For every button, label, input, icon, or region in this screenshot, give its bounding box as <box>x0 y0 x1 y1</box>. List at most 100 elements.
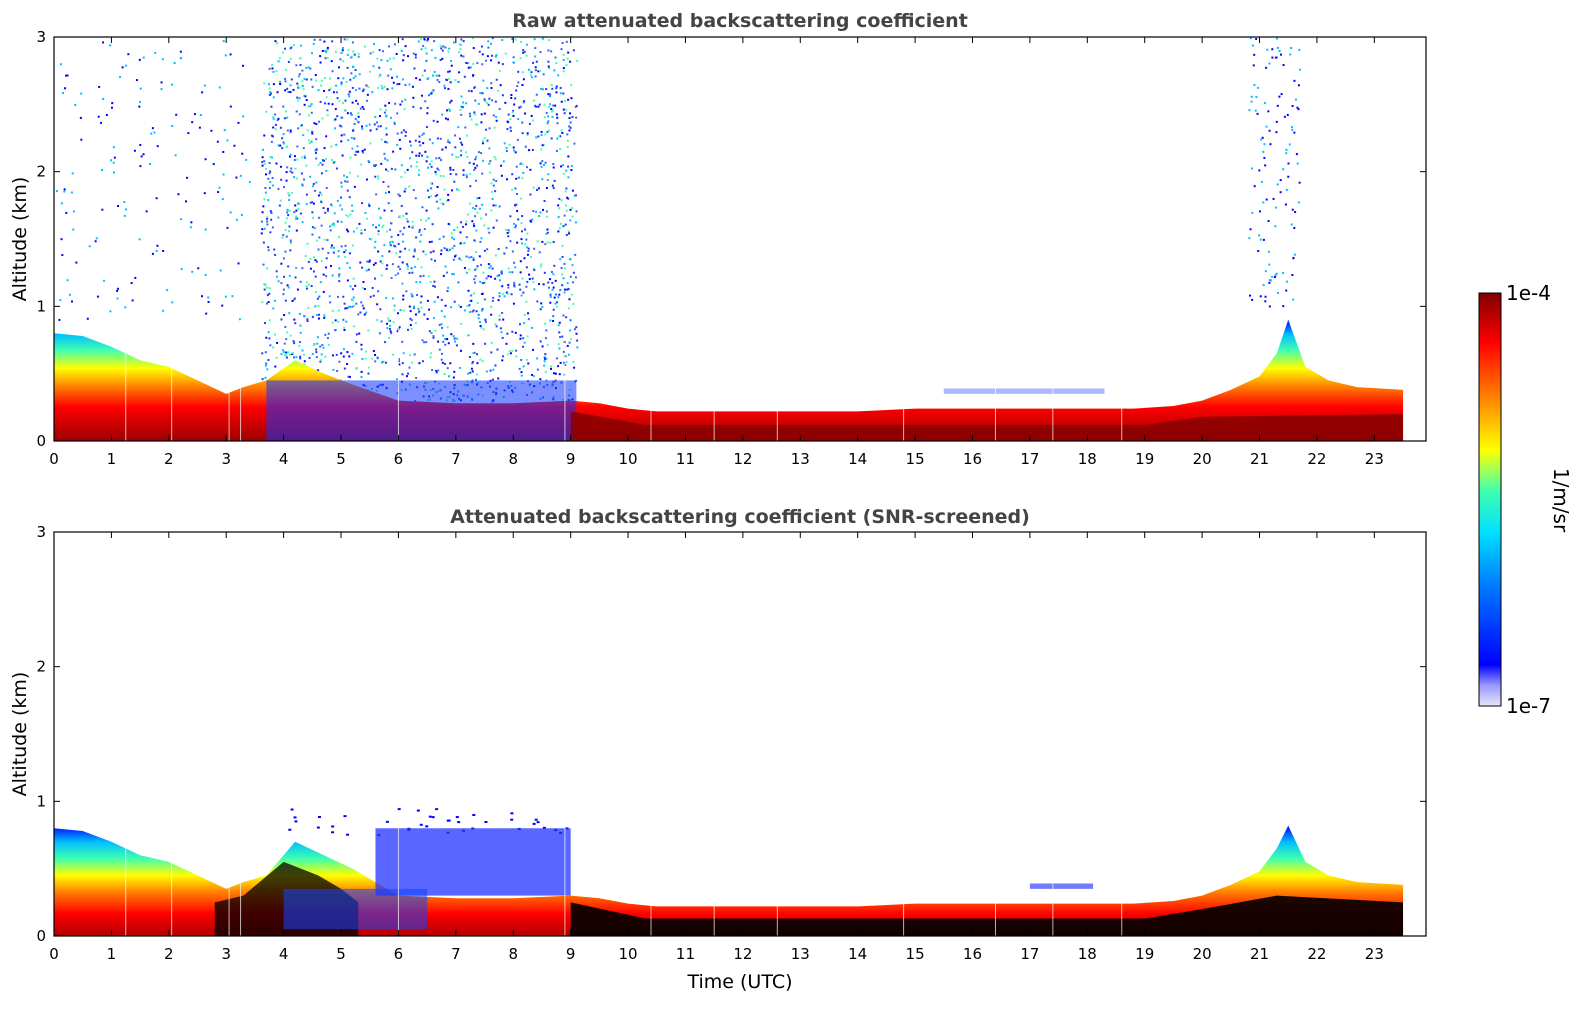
noise-pixel <box>513 261 516 264</box>
noise-pixel <box>389 324 392 327</box>
noise-pixel <box>1255 96 1258 99</box>
noise-pixel <box>525 166 528 169</box>
noise-pixel <box>322 159 325 162</box>
noise-pixel <box>425 126 428 129</box>
noise-pixel <box>473 351 476 354</box>
noise-pixel <box>490 182 493 185</box>
noise-pixel <box>305 281 308 284</box>
noise-pixel <box>332 251 335 254</box>
noise-pixel <box>558 197 561 200</box>
noise-pixel <box>459 242 462 245</box>
noise-pixel <box>303 156 306 159</box>
noise-pixel <box>1259 210 1262 213</box>
noise-pixel <box>285 235 288 238</box>
noise-pixel <box>351 147 354 150</box>
noise-pixel <box>512 146 515 149</box>
noise-pixel <box>440 323 443 326</box>
noise-pixel <box>329 301 332 304</box>
noise-pixel <box>121 66 124 69</box>
noise-pixel <box>401 261 404 264</box>
noise-pixel <box>267 246 270 249</box>
noise-pixel <box>522 337 525 340</box>
noise-pixel <box>492 114 495 117</box>
noise-pixel <box>310 103 313 106</box>
noise-pixel <box>388 327 391 330</box>
noise-pixel <box>561 131 564 134</box>
noise-pixel <box>282 257 285 260</box>
noise-pixel <box>429 352 432 355</box>
noise-pixel <box>519 260 522 263</box>
noise-pixel <box>289 84 292 87</box>
noise-pixel <box>498 295 501 298</box>
noise-pixel <box>412 96 415 99</box>
noise-pixel <box>558 135 561 138</box>
noise-pixel <box>379 108 382 111</box>
x-tick-label: 17 <box>1020 945 1039 963</box>
noise-pixel <box>289 129 292 132</box>
noise-pixel <box>125 208 128 211</box>
noise-pixel <box>394 168 397 171</box>
noise-pixel <box>475 204 478 207</box>
noise-pixel <box>320 84 323 87</box>
panel-title: Attenuated backscattering coefficient (S… <box>450 506 1030 528</box>
noise-pixel <box>329 87 332 90</box>
noise-pixel <box>542 73 545 76</box>
noise-pixel <box>549 278 552 281</box>
noise-pixel <box>525 54 528 57</box>
noise-pixel <box>329 77 332 80</box>
noise-pixel <box>532 186 535 189</box>
noise-pixel <box>475 229 478 232</box>
noise-pixel <box>101 208 104 211</box>
noise-pixel <box>357 313 360 316</box>
noise-pixel <box>385 361 388 364</box>
noise-pixel <box>335 91 338 94</box>
noise-pixel <box>139 143 142 146</box>
noise-pixel <box>329 225 332 228</box>
noise-pixel <box>465 61 468 64</box>
noise-pixel <box>1268 281 1271 284</box>
noise-pixel <box>1267 110 1270 113</box>
noise-pixel <box>284 250 287 253</box>
noise-pixel <box>422 250 425 253</box>
noise-pixel <box>562 277 565 280</box>
noise-pixel <box>331 204 334 207</box>
noise-pixel <box>262 241 265 244</box>
noise-pixel <box>380 361 383 364</box>
noise-pixel <box>405 212 408 215</box>
noise-pixel <box>438 323 441 326</box>
noise-pixel <box>350 55 353 58</box>
x-tick-label: 16 <box>963 450 982 468</box>
noise-pixel <box>390 167 393 170</box>
noise-pixel <box>342 77 345 80</box>
noise-pixel <box>269 155 272 158</box>
noise-pixel <box>271 176 274 179</box>
noise-pixel <box>573 194 576 197</box>
noise-pixel <box>525 43 528 46</box>
noise-pixel <box>335 167 338 170</box>
noise-pixel <box>520 371 523 374</box>
noise-pixel <box>316 336 319 339</box>
noise-pixel <box>265 110 268 113</box>
saturated-core <box>570 895 1404 936</box>
noise-pixel <box>440 352 443 355</box>
noise-pixel <box>494 190 497 193</box>
noise-pixel <box>426 299 429 302</box>
noise-pixel <box>566 288 569 291</box>
noise-pixel <box>366 217 369 220</box>
noise-pixel <box>552 109 555 112</box>
noise-pixel <box>424 253 427 256</box>
noise-pixel <box>334 50 337 53</box>
noise-pixel <box>267 83 270 86</box>
noise-pixel <box>361 105 364 108</box>
noise-pixel <box>162 249 165 252</box>
noise-pixel <box>284 89 287 92</box>
noise-pixel <box>422 274 425 277</box>
noise-pixel <box>224 295 227 298</box>
noise-pixel <box>552 163 555 166</box>
noise-pixel <box>290 167 293 170</box>
noise-pixel <box>1282 64 1285 67</box>
noise-pixel <box>423 341 426 344</box>
noise-pixel <box>549 103 552 106</box>
noise-pixel <box>550 110 553 113</box>
noise-pixel <box>1262 201 1265 204</box>
